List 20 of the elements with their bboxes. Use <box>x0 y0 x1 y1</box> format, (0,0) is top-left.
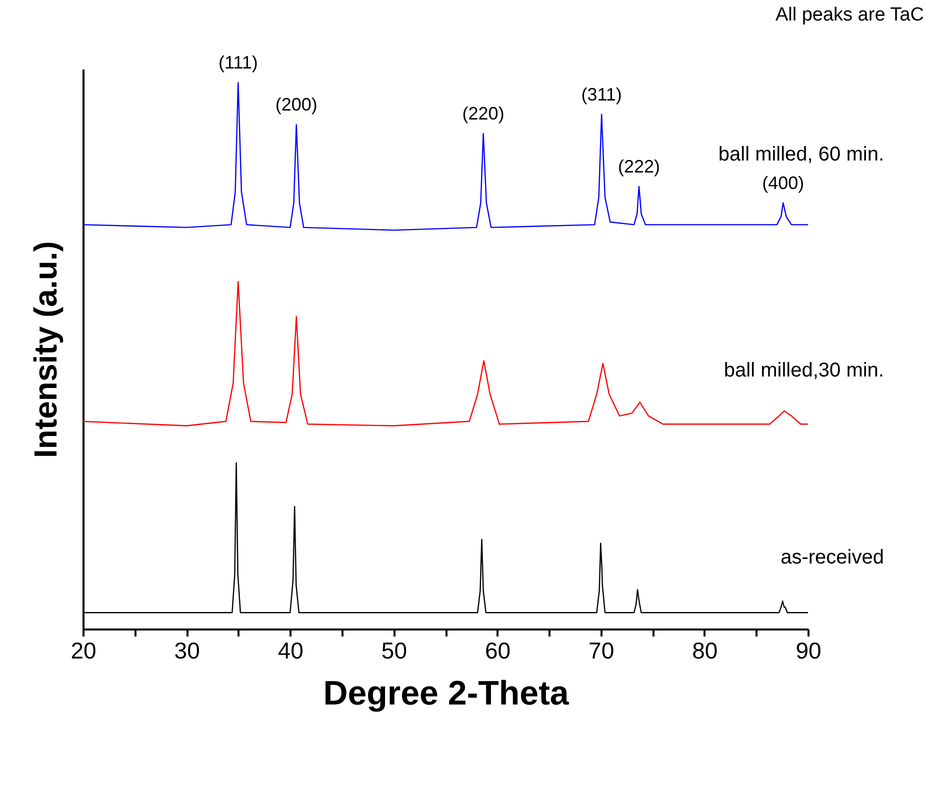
annotation: (111) <box>218 52 258 73</box>
x-tick-label: 50 <box>381 638 408 664</box>
x-tick-label: 70 <box>588 638 614 664</box>
text: All peaks are TaC <box>775 4 924 26</box>
y-axis-title: Intensity (a.u.) <box>28 241 64 458</box>
text: ball milled,30 min. <box>724 359 884 382</box>
annotation: (311) <box>581 84 622 104</box>
annotation: (200) <box>275 94 318 115</box>
annotation: (400) <box>762 172 804 193</box>
series-label: as-received <box>780 546 884 569</box>
annotation: (220) <box>462 103 504 124</box>
x-axis-title: Degree 2-Theta <box>323 674 570 712</box>
text: ball milled, 60 min. <box>718 143 884 166</box>
annotation: (222) <box>618 156 660 176</box>
x-tick-label: 30 <box>174 638 200 664</box>
x-tick-label: 80 <box>692 638 718 664</box>
x-tick-label: 40 <box>278 638 304 664</box>
x-tick-label: 60 <box>484 638 511 664</box>
x-tick-label: 20 <box>70 638 96 664</box>
x-tick-label: 90 <box>796 638 822 664</box>
